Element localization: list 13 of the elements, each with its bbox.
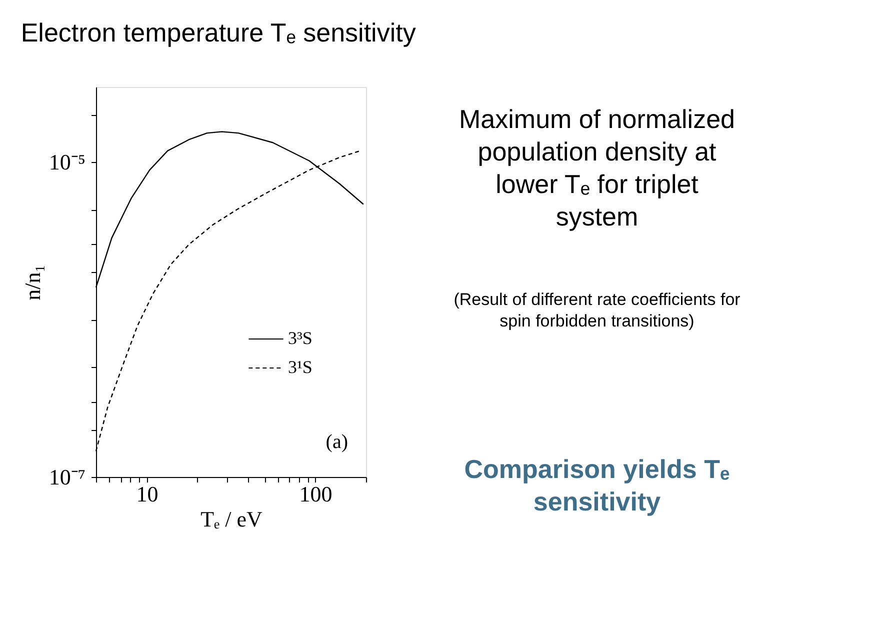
x-axis-title: Tₑ / eV <box>200 506 263 532</box>
legend-label: 3³S <box>288 328 312 348</box>
text: Maximum of normalized population density at lower Tₑ for triplet system <box>459 104 735 232</box>
x-tick-label: 10 <box>136 482 158 506</box>
x-tick-label: 100 <box>299 482 332 506</box>
y-axis-title: n/n₁ <box>20 264 45 300</box>
y-tick-label: 10⁻⁷ <box>48 464 86 490</box>
text: Comparison yields Tₑ sensitivity <box>464 454 730 516</box>
annotation: (a) <box>326 431 348 453</box>
text: (Result of different rate coefficients for spin forbidden transitions) <box>454 290 741 330</box>
legend-label: 3¹S <box>288 357 312 377</box>
y-tick-label: 10⁻⁵ <box>48 150 86 175</box>
chart-title: Electron temperature Tₑ sensitivity <box>20 18 416 48</box>
